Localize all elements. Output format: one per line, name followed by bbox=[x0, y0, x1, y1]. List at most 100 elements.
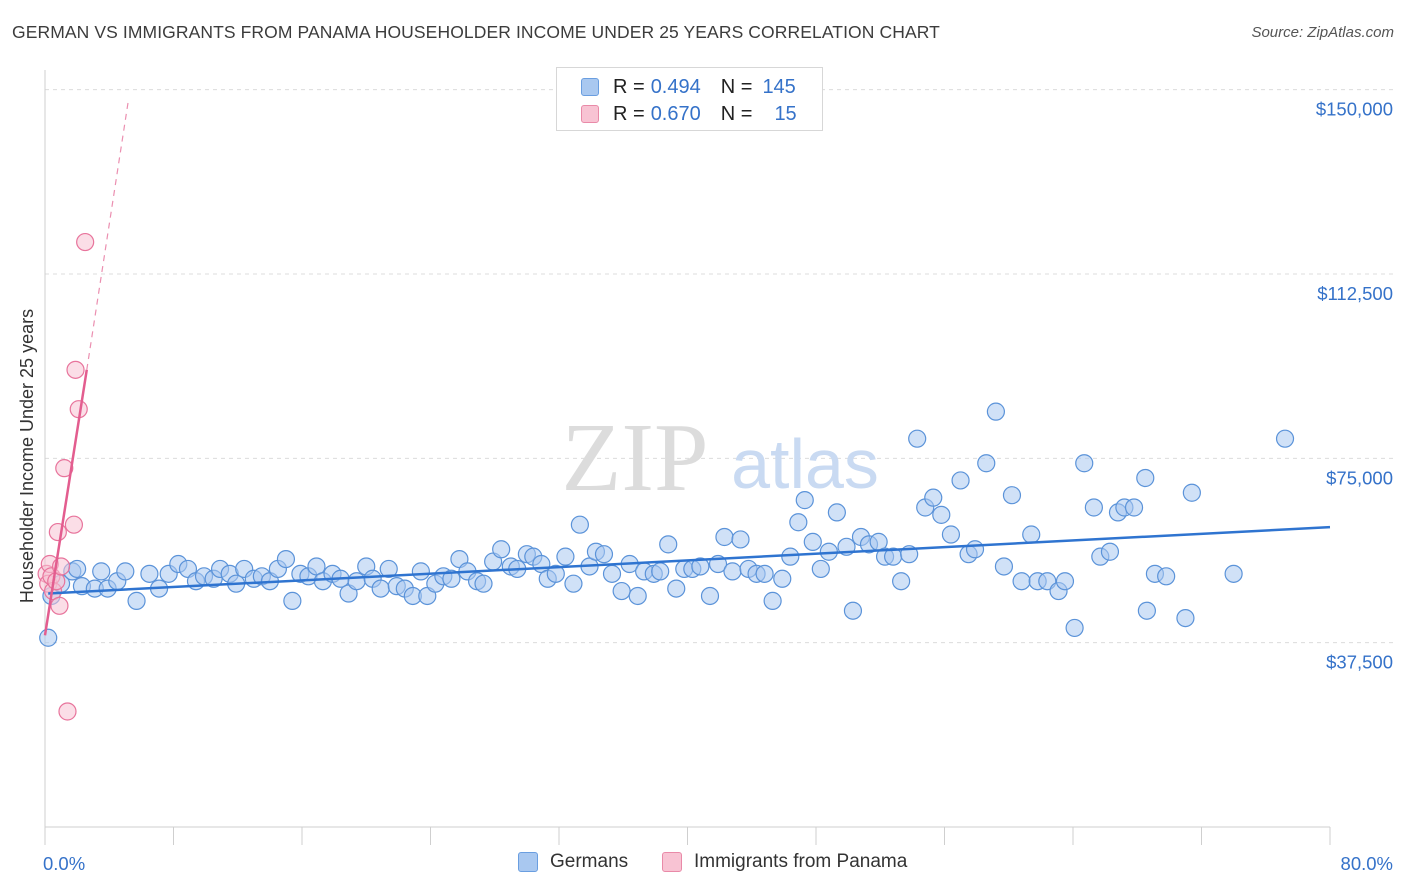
germans-point bbox=[715, 527, 734, 547]
germans-point bbox=[951, 471, 970, 490]
x-tick-label: 0.0% bbox=[43, 853, 85, 874]
germans-point bbox=[892, 572, 911, 591]
germans-point bbox=[127, 591, 146, 610]
legend-n-label: N = bbox=[720, 75, 753, 98]
germans-point bbox=[789, 513, 808, 532]
y-axis-title: Householder Income Under 25 years bbox=[17, 309, 37, 603]
germans-point bbox=[773, 569, 792, 588]
series-label-panama: Immigrants from Panama bbox=[694, 851, 908, 872]
germans-trend-line bbox=[48, 525, 1331, 595]
germans-point bbox=[803, 532, 822, 551]
germans-point bbox=[1022, 525, 1041, 544]
legend-swatch-panama bbox=[581, 105, 599, 123]
series-legend-germans[interactable]: Germans bbox=[518, 851, 628, 873]
legend-row-panama: R = 0.670 N = 15 bbox=[581, 101, 797, 127]
legend-swatch-germans bbox=[581, 78, 599, 96]
germans-point bbox=[116, 562, 135, 581]
germans-point bbox=[411, 562, 430, 581]
x-tick-label: 80.0% bbox=[1341, 853, 1393, 874]
germans-point bbox=[570, 515, 589, 534]
germans-point bbox=[924, 488, 943, 507]
germans-point bbox=[39, 628, 58, 647]
germans-point bbox=[602, 564, 622, 583]
panama-point bbox=[64, 515, 84, 534]
series-legend: Germans Immigrants from Panama bbox=[0, 851, 1406, 877]
legend-n-label: N = bbox=[720, 102, 753, 125]
legend-r-value: 0.670 bbox=[650, 102, 701, 125]
series-swatch-panama bbox=[662, 852, 682, 872]
source-label: Source: ZipAtlas.com bbox=[1251, 24, 1394, 41]
germans-point bbox=[843, 601, 863, 620]
panama-point bbox=[50, 596, 69, 615]
germans-point bbox=[755, 564, 774, 583]
germans-point bbox=[1157, 567, 1176, 586]
germans-point bbox=[1176, 608, 1195, 628]
panama-point bbox=[55, 459, 74, 478]
germans-point bbox=[474, 574, 493, 593]
panama-point bbox=[76, 232, 95, 252]
axes bbox=[44, 70, 1331, 845]
germans-point bbox=[811, 559, 830, 579]
germans-point bbox=[1124, 498, 1144, 517]
germans-point bbox=[691, 557, 710, 576]
germans-point bbox=[994, 557, 1014, 576]
germans-point bbox=[1002, 486, 1022, 505]
germans-point bbox=[564, 574, 583, 593]
germans-point bbox=[1065, 618, 1084, 638]
legend-r-value: 0.494 bbox=[650, 75, 701, 98]
germans-point bbox=[763, 591, 782, 610]
germans-point bbox=[651, 562, 670, 581]
germans-point bbox=[827, 503, 846, 522]
trend-lines bbox=[43, 99, 1331, 636]
legend-n-value: 15 bbox=[774, 102, 797, 125]
germans-point bbox=[347, 572, 366, 591]
series-swatch-germans bbox=[518, 852, 538, 872]
y-tick-label: $112,500 bbox=[1317, 283, 1393, 304]
germans-point bbox=[1100, 542, 1120, 561]
series-legend-panama[interactable]: Immigrants from Panama bbox=[662, 851, 907, 873]
germans-point bbox=[723, 562, 742, 581]
germans-point bbox=[908, 429, 927, 448]
germans-point bbox=[594, 545, 614, 564]
germans-point bbox=[628, 586, 647, 606]
germans-point bbox=[1084, 498, 1103, 517]
legend-r-label: R = bbox=[613, 102, 645, 125]
panama-trend-line bbox=[43, 369, 88, 636]
panama-trend-extension bbox=[86, 99, 130, 370]
germans-point bbox=[700, 586, 720, 606]
germans-point bbox=[371, 579, 390, 598]
germans-point bbox=[659, 535, 678, 554]
chart-title: GERMAN VS IMMIGRANTS FROM PANAMA HOUSEHO… bbox=[12, 22, 940, 42]
legend-n-value: 145 bbox=[762, 75, 796, 98]
y-tick-label: $150,000 bbox=[1316, 99, 1393, 120]
germans-point bbox=[1224, 564, 1243, 583]
axis-labels: $37,500 $75,000 $112,500 $150,000 0.0% 80.0% H… bbox=[17, 99, 1393, 874]
y-tick-label: $75,000 bbox=[1326, 467, 1393, 488]
stats-legend: R = 0.494 N = 145 R = 0.670 N = 15 bbox=[556, 67, 823, 131]
germans-point bbox=[986, 402, 1006, 421]
legend-row-germans: R = 0.494 N = 145 bbox=[581, 74, 796, 100]
germans-point bbox=[667, 579, 686, 598]
series-label-germans: Germans bbox=[550, 851, 629, 872]
germans-point bbox=[276, 550, 296, 569]
germans-point bbox=[1055, 572, 1075, 591]
germans-point bbox=[442, 569, 461, 588]
watermark-atlas: atlas bbox=[731, 425, 879, 503]
germans-point bbox=[1136, 468, 1155, 488]
panama-point bbox=[66, 360, 85, 379]
germans-point bbox=[977, 454, 996, 473]
germans-point bbox=[1075, 454, 1094, 473]
germans-point bbox=[379, 559, 398, 579]
legend-r-label: R = bbox=[613, 75, 645, 98]
germans-point bbox=[140, 564, 159, 583]
germans-point bbox=[612, 581, 631, 601]
germans-point bbox=[932, 505, 951, 524]
germans-point bbox=[1182, 483, 1201, 502]
germans-point bbox=[92, 562, 111, 581]
germans-point bbox=[492, 540, 511, 559]
germans-point bbox=[1012, 572, 1031, 591]
germans-point bbox=[546, 564, 565, 583]
panama-point bbox=[58, 702, 77, 721]
germans-point bbox=[556, 547, 575, 566]
